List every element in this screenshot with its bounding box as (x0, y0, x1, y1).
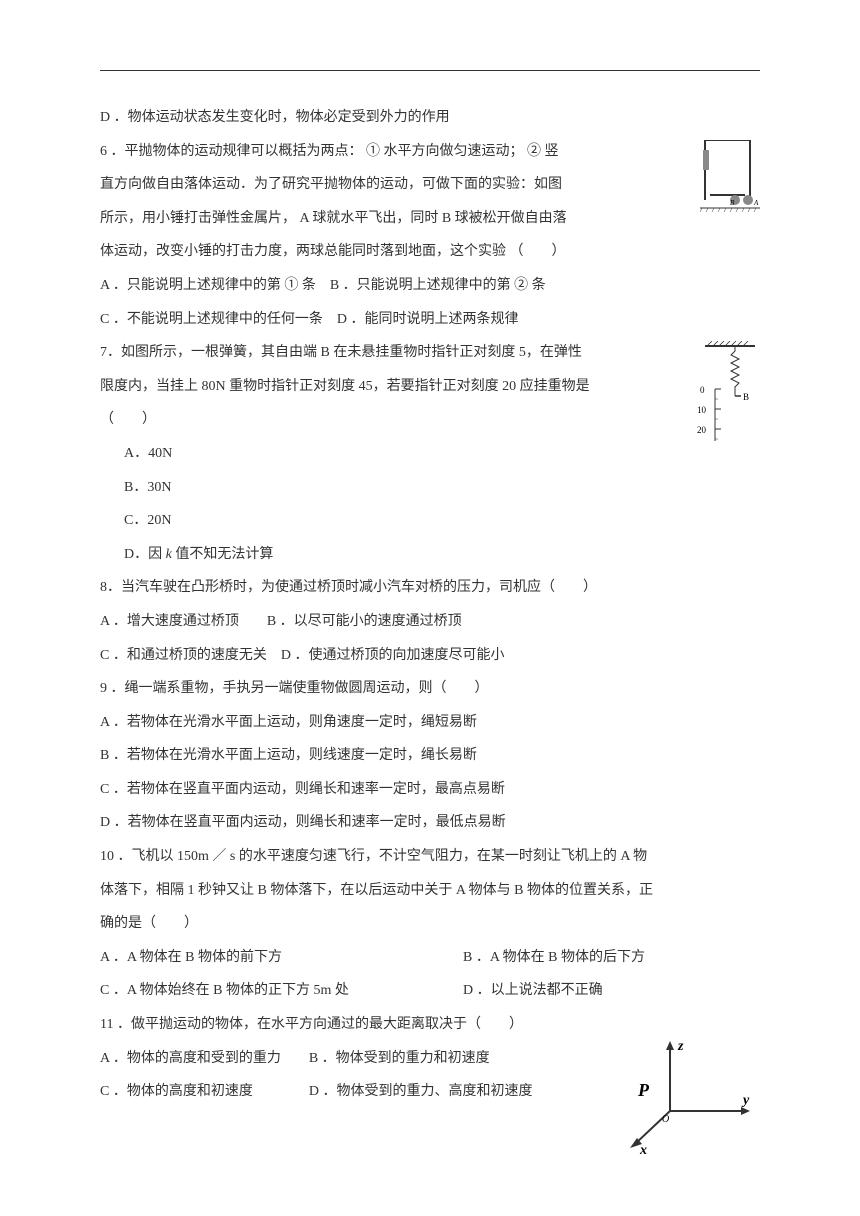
q10-stem-line3: 确的是（ ） (100, 907, 760, 941)
q6-stem-line2: 直方向做自由落体运动．为了研究平抛物体的运动，可做下面的实验：如图 (100, 168, 760, 202)
q7-option-b: B．30N (124, 471, 760, 505)
q7-scale-20: 20 (697, 425, 707, 435)
q7-fig-label-b: B (743, 392, 749, 402)
svg-text:A: A (753, 199, 759, 207)
q8-options-cd: C ．和通过桥顶的速度无关 D ．使通过桥顶的向加速度尽可能小 (100, 639, 760, 673)
q10-options-ab: A ．A 物体在 B 物体的前下方 B ．A 物体在 B 物体的后下方 (100, 941, 760, 975)
q9-option-d: D ．若物体在竖直平面内运动，则绳长和速率一定时，最低点易断 (100, 806, 760, 840)
axes-p-label: P (637, 1080, 650, 1100)
q7-option-c: C．20N (124, 504, 760, 538)
q10-options-cd: C ．A 物体始终在 B 物体的正下方 5m 处 D ．以上说法都不正确 (100, 974, 760, 1008)
q7-option-d: D．因 k 值不知无法计算 (124, 538, 760, 572)
q7-scale-0: 0 (700, 385, 705, 395)
q7-option-a: A．40N (124, 437, 760, 471)
q10-option-b: B ．A 物体在 B 物体的后下方 (463, 941, 760, 975)
q10-option-a: A ．A 物体在 B 物体的前下方 (100, 941, 463, 975)
q6-stem-line4: 体运动，改变小锤的打击力度，两球总能同时落到地面，这个实验 （ ） (100, 235, 760, 269)
q6-stem-line3: 所示，用小锤打击弹性金属片， A 球就水平飞出，同时 B 球被松开做自由落 (100, 202, 760, 236)
axes-o-label: O (662, 1114, 669, 1125)
q6-stem-line1: 6 ．平抛物体的运动规律可以概括为两点： ① 水平方向做匀速运动； ② 竖 (100, 135, 760, 169)
q10-option-d: D ．以上说法都不正确 (463, 974, 760, 1008)
q10-option-c: C ．A 物体始终在 B 物体的正下方 5m 处 (100, 974, 463, 1008)
q7-stem-line2: 限度内，当挂上 80N 重物时指针正对刻度 45，若要指针正对刻度 20 应挂重… (100, 370, 760, 404)
axis-y-label: y (741, 1093, 750, 1108)
q7-stem-line3: （ ） (100, 403, 760, 437)
q7-figure: B 0 10 20 (685, 341, 760, 446)
q9-option-a: A ．若物体在光滑水平面上运动，则角速度一定时，绳短易断 (100, 706, 760, 740)
q7-stem-line1: 7．如图所示，一根弹簧，其自由端 B 在未悬挂重物时指针正对刻度 5，在弹性 (100, 336, 760, 370)
q6-options-cd: C ．不能说明上述规律中的任何一条 D ．能同时说明上述两条规律 (100, 303, 760, 337)
q8-stem: 8．当汽车驶在凸形桥时，为使通过桥顶时减小汽车对桥的压力，司机应（ ） (100, 571, 760, 605)
content-area: D ．物体运动状态发生变化时，物体必定受到外力的作用 B A 6 ．平抛物体的运… (100, 101, 760, 1109)
axis-z-label: z (677, 1039, 684, 1054)
axes-figure: z y x P O (610, 1036, 760, 1156)
q5-option-d: D ．物体运动状态发生变化时，物体必定受到外力的作用 (100, 101, 760, 135)
axis-x-label: x (639, 1143, 647, 1156)
q9-option-b: B ．若物体在光滑水平面上运动，则线速度一定时，绳长易断 (100, 739, 760, 773)
q7-optd-pre: D．因 (124, 547, 166, 562)
header-divider (100, 70, 760, 71)
q9-option-c: C ．若物体在竖直平面内运动，则绳长和速率一定时，最高点易断 (100, 773, 760, 807)
q7-optd-post: 值不知无法计算 (172, 547, 274, 562)
q9-stem: 9 ．绳一端系重物，手执另一端使重物做圆周运动，则（ ） (100, 672, 760, 706)
q8-options-ab: A ．增大速度通过桥顶 B ．以尽可能小的速度通过桥顶 (100, 605, 760, 639)
svg-text:B: B (730, 199, 735, 207)
q6-options-ab: A ．只能说明上述规律中的第 ① 条 B ．只能说明上述规律中的第 ② 条 (100, 269, 760, 303)
q10-stem-line2: 体落下，相隔 1 秒钟又让 B 物体落下，在以后运动中关于 A 物体与 B 物体… (100, 874, 760, 908)
q6-figure: B A (700, 140, 760, 215)
q10-stem-line1: 10 ．飞机以 150m ／ s 的水平速度匀速飞行，不计空气阻力，在某一时刻让… (100, 840, 760, 874)
q7-scale-10: 10 (697, 405, 707, 415)
